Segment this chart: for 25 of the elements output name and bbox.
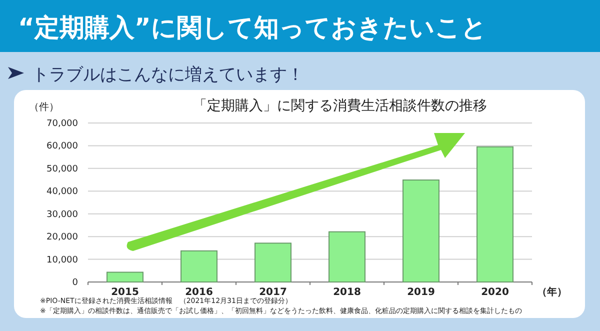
text: トラブルはこんなに増えています！ (32, 65, 304, 85)
bar (476, 146, 514, 282)
bar (254, 242, 292, 282)
y-tick-label: 10,000 (46, 255, 78, 266)
x-tick-label: 2016 (185, 287, 213, 298)
x-tick-label: 2015 (111, 287, 139, 298)
y-tick-label: 60,000 (46, 142, 78, 152)
y-tick-label: 50,000 (46, 164, 78, 174)
bar (180, 250, 218, 282)
chart-subtitle: 「定期購入」に関する消費生活相談件数の推移 (193, 98, 487, 114)
x-tick-label: 2019 (407, 287, 435, 298)
bar (402, 180, 440, 282)
y-tick-label: 30,000 (46, 210, 78, 220)
y-tick-label: 0 (72, 278, 78, 288)
y-axis-title: （件） (29, 102, 59, 113)
y-tick-label: 40,000 (46, 187, 78, 198)
x-axis-title: （年） (537, 286, 567, 298)
x-tick-label: 2020 (481, 287, 509, 298)
bar (328, 231, 366, 282)
x-tick-label: 2017 (259, 287, 287, 298)
bar (106, 272, 144, 282)
y-tick-label: 20,000 (46, 232, 78, 243)
x-tick-label: 2018 (333, 287, 361, 298)
y-tick-label: 70,000 (46, 119, 78, 129)
chart-title: “定期購入”に関して知っておきたいこと (18, 13, 487, 42)
